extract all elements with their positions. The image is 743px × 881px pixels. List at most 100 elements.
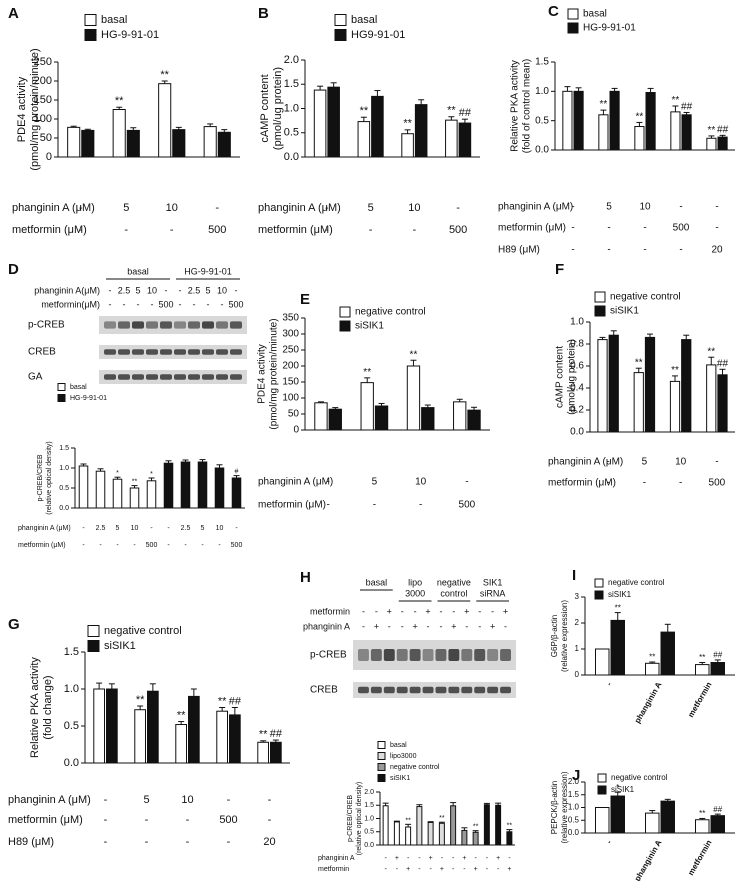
bar xyxy=(450,805,457,846)
blot-row-entry: - xyxy=(401,606,404,616)
condition-label: phanginin A (μM) xyxy=(258,477,333,488)
blot-band xyxy=(461,649,473,661)
blot-band xyxy=(487,649,499,661)
blot-band xyxy=(118,374,130,380)
condition-entry: - xyxy=(373,500,376,511)
blot-band xyxy=(118,349,130,355)
significance-label: # xyxy=(235,469,239,476)
legend-swatch xyxy=(377,741,386,749)
blot-row-entry: - xyxy=(439,621,442,631)
blot-band xyxy=(435,649,447,661)
blot-row-label: metformin xyxy=(310,606,350,616)
panel-letter: J xyxy=(572,767,580,784)
condition-entry: 5 xyxy=(201,525,205,532)
significance-label: ** xyxy=(115,95,124,107)
blot-row-entry: 10 xyxy=(147,285,157,295)
y-tick-label: 2.0 xyxy=(364,789,374,796)
legend-swatch xyxy=(594,305,606,317)
condition-entry: - xyxy=(79,202,83,214)
y-axis-label: (pmol/mg protein/minute) xyxy=(29,48,41,170)
condition-entry: - xyxy=(497,866,500,873)
blot-band xyxy=(370,686,382,694)
blot-row-entry: - xyxy=(193,299,196,309)
blot-band xyxy=(118,321,130,329)
bar xyxy=(645,92,656,151)
bar xyxy=(467,409,481,431)
significance-label: * xyxy=(116,470,119,477)
blot-row-entry: - xyxy=(401,621,404,631)
condition-entry: - xyxy=(643,478,646,489)
condition-entry: - xyxy=(116,542,119,549)
blot-row-entry: - xyxy=(439,606,442,616)
y-axis-label: (fold of control mean) xyxy=(522,59,533,154)
legend-swatch xyxy=(594,291,606,303)
blot-row-entry: - xyxy=(235,285,238,295)
condition-entry: 500 xyxy=(146,542,158,549)
bar xyxy=(445,119,458,158)
legend-label: HG-9-91-01 xyxy=(583,23,636,34)
y-tick-label: 0.2 xyxy=(570,405,584,416)
x-tick-label: - xyxy=(604,680,613,687)
bar xyxy=(710,662,725,676)
legend-swatch xyxy=(377,752,386,760)
blot-band xyxy=(160,349,172,355)
condition-label: metformin xyxy=(318,866,349,873)
condition-entry: 500 xyxy=(459,500,476,511)
bar xyxy=(421,407,435,431)
blot-row-entry: + xyxy=(425,606,430,616)
legend-label: negative control xyxy=(610,292,681,303)
y-tick-label: 2 xyxy=(575,618,580,627)
blot-band xyxy=(487,686,499,694)
blot-band xyxy=(174,349,186,355)
bar xyxy=(214,467,225,509)
blot-band xyxy=(132,374,144,380)
condition-entry: - xyxy=(418,866,421,873)
y-axis-label: (relative expression) xyxy=(560,771,569,843)
condition-label: metformin (μM) xyxy=(258,224,333,236)
blot-background xyxy=(99,316,247,334)
blot-band xyxy=(409,649,421,661)
bar xyxy=(270,741,282,764)
legend-swatch xyxy=(87,625,100,637)
blot-band xyxy=(474,686,486,694)
bar xyxy=(126,129,140,158)
condition-entry: 500 xyxy=(219,814,237,826)
bar xyxy=(371,95,384,158)
bar xyxy=(405,826,412,846)
panel-letter: D xyxy=(8,261,19,278)
bar xyxy=(495,804,502,846)
x-tick-label: metformin xyxy=(686,680,713,718)
condition-entry: - xyxy=(679,245,682,256)
bar xyxy=(112,478,123,509)
condition-entry: + xyxy=(496,855,500,862)
blot-row-entry: - xyxy=(388,621,391,631)
bar xyxy=(660,800,675,834)
blot-row-entry: - xyxy=(165,285,168,295)
condition-entry: - xyxy=(326,477,329,488)
blot-row-entry: + xyxy=(374,621,379,631)
legend-label: siSIK1 xyxy=(104,640,136,652)
condition-entry: - xyxy=(715,202,718,213)
y-tick-label: 350 xyxy=(282,313,299,324)
condition-entry: - xyxy=(465,477,468,488)
condition-entry: - xyxy=(145,814,149,826)
bar xyxy=(146,480,157,509)
y-tick-label: 0.6 xyxy=(570,361,584,372)
condition-entry: - xyxy=(452,855,455,862)
significance-label: ** xyxy=(649,653,655,662)
y-axis-label: (pmol/ug protein) xyxy=(567,339,578,415)
blot-band xyxy=(160,374,172,380)
condition-entry: - xyxy=(607,245,610,256)
legend-swatch xyxy=(339,306,351,318)
bar xyxy=(327,86,340,158)
blot-row-label: phanginin A(μM) xyxy=(34,285,100,295)
y-axis-label: cAMP content xyxy=(555,346,566,408)
condition-entry: + xyxy=(440,866,444,873)
significance-label: * xyxy=(616,783,619,792)
bar xyxy=(695,819,710,834)
y-tick-label: 1.0 xyxy=(284,102,299,114)
condition-entry: 2.5 xyxy=(96,525,106,532)
blot-row-entry: - xyxy=(478,606,481,616)
y-tick-label: 150 xyxy=(282,377,299,388)
